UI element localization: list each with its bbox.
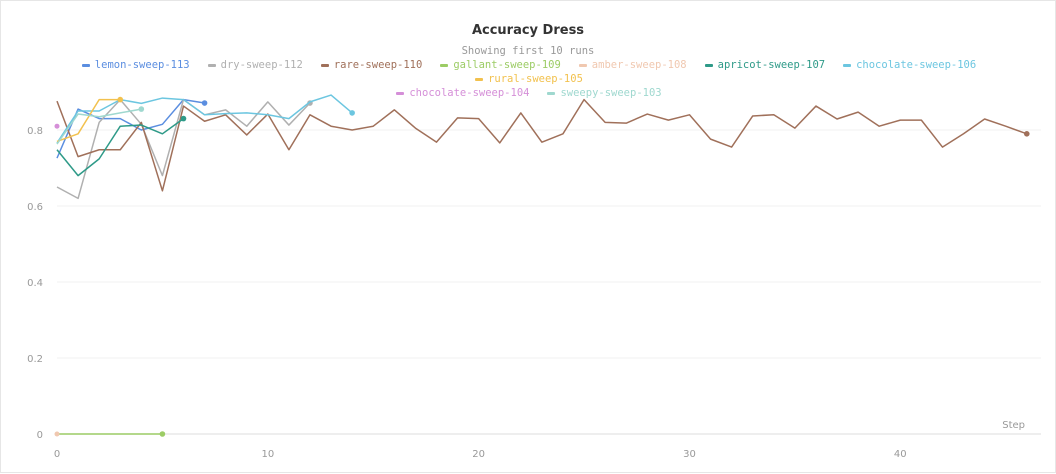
- legend-swatch: [578, 63, 587, 67]
- legend-swatch: [440, 63, 449, 67]
- legend-label: chocolate-sweep-104: [409, 87, 530, 99]
- series-line-rural-sweep-105: [56, 98, 121, 143]
- x-tick-label: 30: [683, 449, 696, 460]
- legend-label: lemon-sweep-113: [94, 59, 190, 71]
- legend-swatch: [843, 63, 852, 67]
- legend-label: chocolate-sweep-106: [856, 59, 977, 71]
- legend: lemon-sweep-113 dry-sweep-112 rare-sweep-1…: [21, 58, 1037, 100]
- x-tick-label: 10: [261, 449, 274, 460]
- legend-item[interactable]: gallant-sweep-109: [440, 58, 561, 72]
- series-endpoint-lemon-sweep-113: [201, 100, 208, 106]
- legend-swatch: [207, 63, 216, 67]
- series-endpoint-chocolate-sweep-106: [349, 110, 355, 116]
- legend-swatch: [81, 63, 90, 67]
- series-line-chocolate-sweep-106: [56, 94, 353, 144]
- series-endpoint-gallant-sweep-109: [159, 431, 166, 437]
- legend-item[interactable]: dry-sweep-112: [207, 58, 303, 72]
- chart-subtitle: Showing first 10 runs: [461, 45, 595, 57]
- legend-label: sweepy-sweep-103: [560, 87, 662, 99]
- legend-item[interactable]: sweepy-sweep-103: [547, 86, 662, 100]
- series-endpoint-sweepy-sweep-103: [138, 106, 145, 112]
- series-line-dry-sweep-112: [56, 98, 311, 200]
- legend-item[interactable]: chocolate-sweep-104: [396, 86, 529, 100]
- legend-label: rare-sweep-110: [333, 59, 423, 71]
- series-line-rare-sweep-110: [56, 98, 1028, 192]
- series-endpoint-amber-sweep-108: [54, 431, 60, 437]
- legend-label: dry-sweep-112: [220, 59, 303, 71]
- legend-swatch: [547, 91, 556, 95]
- x-tick-label: 0: [54, 449, 60, 460]
- x-tick-label: 40: [894, 449, 907, 460]
- series-line-apricot-sweep-107: [56, 117, 184, 177]
- series-endpoint-chocolate-sweep-104: [54, 123, 60, 129]
- series-endpoint-rare-sweep-110: [1023, 131, 1030, 137]
- legend-label: amber-sweep-108: [591, 59, 687, 71]
- legend-swatch: [320, 63, 329, 67]
- legend-item[interactable]: chocolate-sweep-106: [843, 58, 976, 72]
- series-endpoint-apricot-sweep-107: [180, 115, 187, 122]
- y-tick-label: 0.2: [27, 354, 43, 365]
- legend-item[interactable]: apricot-sweep-107: [704, 58, 826, 72]
- y-tick-label: 0.4: [27, 278, 43, 289]
- legend-swatch: [704, 63, 713, 67]
- y-tick-label: 0.6: [27, 202, 43, 213]
- legend-swatch: [396, 91, 405, 95]
- legend-label: gallant-sweep-109: [453, 59, 561, 71]
- legend-item[interactable]: lemon-sweep-113: [81, 58, 190, 72]
- y-tick-label: 0: [37, 430, 43, 441]
- series-line-sweepy-sweep-103: [56, 108, 142, 145]
- x-tick-label: 20: [472, 449, 485, 460]
- legend-item[interactable]: amber-sweep-108: [578, 58, 687, 72]
- legend-item[interactable]: rare-sweep-110: [320, 58, 423, 72]
- legend-label: rural-sweep-105: [488, 73, 583, 85]
- series-endpoint-rural-sweep-105: [117, 96, 124, 103]
- chart-title: Accuracy Dress: [471, 23, 585, 38]
- legend-item[interactable]: rural-sweep-105: [475, 72, 583, 86]
- y-tick-label: 0.8: [27, 126, 43, 137]
- x-axis-label: Step: [1002, 420, 1025, 431]
- legend-swatch: [475, 77, 484, 81]
- legend-label: apricot-sweep-107: [717, 59, 826, 71]
